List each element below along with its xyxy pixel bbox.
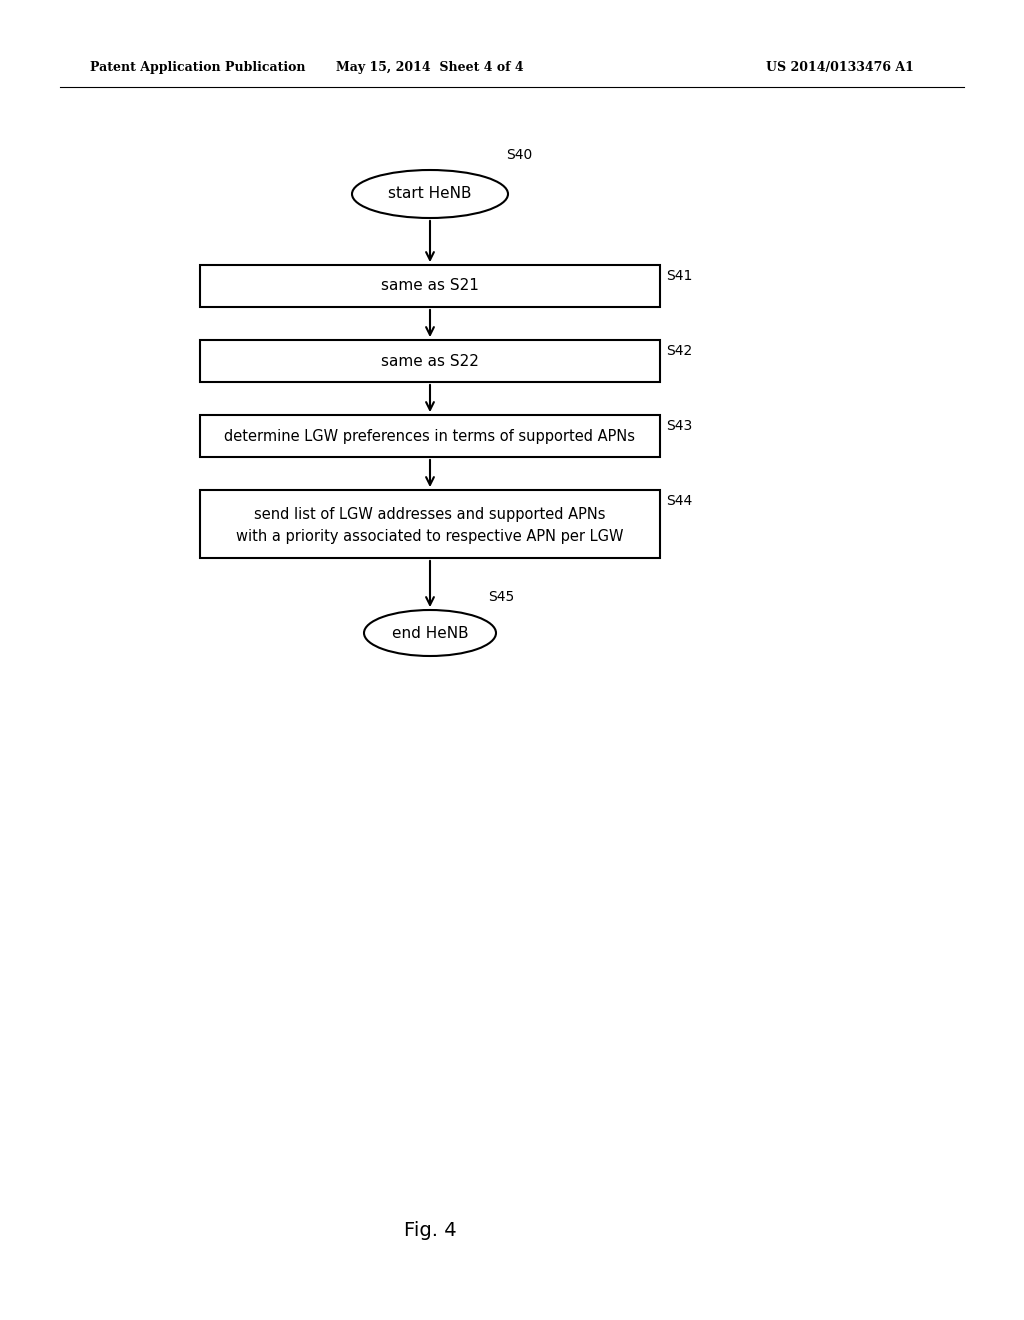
Text: Fig. 4: Fig. 4 <box>403 1221 457 1239</box>
FancyBboxPatch shape <box>200 341 660 381</box>
Ellipse shape <box>352 170 508 218</box>
FancyBboxPatch shape <box>200 414 660 457</box>
Text: S41: S41 <box>666 269 692 282</box>
Text: same as S22: same as S22 <box>381 354 479 368</box>
FancyBboxPatch shape <box>200 490 660 558</box>
Ellipse shape <box>364 610 496 656</box>
Text: S40: S40 <box>506 148 532 162</box>
Text: determine LGW preferences in terms of supported APNs: determine LGW preferences in terms of su… <box>224 429 636 444</box>
Text: S43: S43 <box>666 418 692 433</box>
Text: US 2014/0133476 A1: US 2014/0133476 A1 <box>766 62 914 74</box>
Text: start HeNB: start HeNB <box>388 186 472 202</box>
Text: end HeNB: end HeNB <box>392 626 468 640</box>
Text: S44: S44 <box>666 494 692 508</box>
Text: same as S21: same as S21 <box>381 279 479 293</box>
Text: Patent Application Publication: Patent Application Publication <box>90 62 305 74</box>
Text: with a priority associated to respective APN per LGW: with a priority associated to respective… <box>237 528 624 544</box>
Text: S45: S45 <box>488 590 514 605</box>
Text: send list of LGW addresses and supported APNs: send list of LGW addresses and supported… <box>254 507 606 521</box>
Text: S42: S42 <box>666 345 692 358</box>
Text: May 15, 2014  Sheet 4 of 4: May 15, 2014 Sheet 4 of 4 <box>336 62 524 74</box>
FancyBboxPatch shape <box>200 265 660 308</box>
